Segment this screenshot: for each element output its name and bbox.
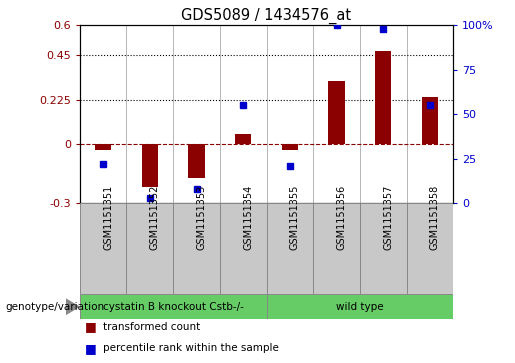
Bar: [80, 203, 127, 294]
Bar: [267, 294, 453, 319]
Bar: [95, 144, 111, 150]
Bar: [188, 144, 204, 178]
Text: GSM1151351: GSM1151351: [103, 184, 113, 249]
Text: transformed count: transformed count: [103, 322, 200, 332]
Bar: [173, 203, 220, 294]
Text: GSM1151355: GSM1151355: [290, 184, 300, 250]
Text: GSM1151352: GSM1151352: [150, 184, 160, 250]
Bar: [220, 203, 267, 294]
Bar: [142, 144, 158, 187]
Text: cystatin B knockout Cstb-/-: cystatin B knockout Cstb-/-: [102, 302, 244, 312]
Text: percentile rank within the sample: percentile rank within the sample: [103, 343, 279, 354]
Text: ■: ■: [85, 342, 97, 355]
Text: GSM1151358: GSM1151358: [430, 184, 440, 249]
Text: genotype/variation: genotype/variation: [5, 302, 104, 312]
Bar: [282, 144, 298, 150]
Title: GDS5089 / 1434576_at: GDS5089 / 1434576_at: [181, 8, 352, 24]
Bar: [235, 134, 251, 144]
Text: GSM1151356: GSM1151356: [336, 184, 347, 249]
Bar: [329, 81, 345, 144]
Text: GSM1151353: GSM1151353: [197, 184, 207, 249]
Text: GSM1151357: GSM1151357: [383, 184, 393, 250]
Text: ■: ■: [85, 320, 97, 333]
Bar: [375, 51, 391, 144]
Bar: [313, 203, 360, 294]
Bar: [80, 294, 267, 319]
Bar: [127, 203, 173, 294]
Polygon shape: [66, 299, 79, 314]
Bar: [267, 203, 313, 294]
Bar: [422, 97, 438, 144]
Text: GSM1151354: GSM1151354: [243, 184, 253, 249]
Text: wild type: wild type: [336, 302, 384, 312]
Bar: [360, 203, 406, 294]
Bar: [406, 203, 453, 294]
